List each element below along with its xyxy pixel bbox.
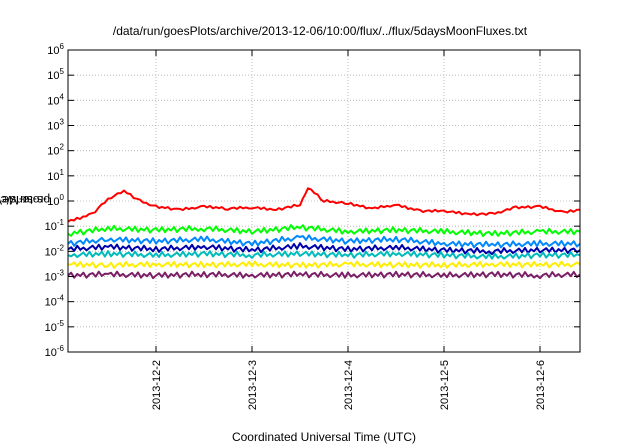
y-tick-label: 100 <box>47 193 64 208</box>
y-tick-label: 106 <box>47 42 64 57</box>
y-tick-label: 10-2 <box>45 243 65 258</box>
series-line-3 <box>67 234 581 249</box>
x-tick-label: 2013-12-3 <box>247 360 259 410</box>
series-line-4 <box>67 242 581 256</box>
x-tick-label: 2013-12-2 <box>151 360 163 410</box>
y-tick-label: 102 <box>47 143 64 158</box>
y-tick-label: 10-5 <box>45 319 65 334</box>
y-tick-label: 10-3 <box>45 269 65 284</box>
series-line-2 <box>67 224 581 238</box>
x-tick-label: 2013-12-5 <box>439 360 451 410</box>
series-line-1 <box>67 187 581 223</box>
y-tick-label: 10-1 <box>45 218 65 233</box>
x-axis-label: Coordinated Universal Time (UTC) <box>231 430 417 444</box>
y-tick-label: 10-4 <box>45 294 65 309</box>
series-line-7 <box>67 270 581 280</box>
series-group <box>67 187 581 280</box>
y-tick-label: 101 <box>47 168 64 183</box>
y-tick-label: 10-6 <box>45 344 65 359</box>
series-line-6 <box>67 260 581 269</box>
y-tick-label: 105 <box>47 67 64 82</box>
y-tick-label: 104 <box>47 92 64 107</box>
series-line-5 <box>67 250 581 260</box>
x-tick-label: 2013-12-4 <box>343 360 355 410</box>
y-tick-label: 103 <box>47 118 64 133</box>
chart-title: /data/run/goesPlots/archive/2013-12-06/1… <box>112 24 528 38</box>
ticks: 10-6 10-5 10-4 10-3 10-2 10-1 100 101 102 103 104 1… <box>45 42 580 410</box>
x-tick-label: 2013-12-6 <box>535 360 547 410</box>
